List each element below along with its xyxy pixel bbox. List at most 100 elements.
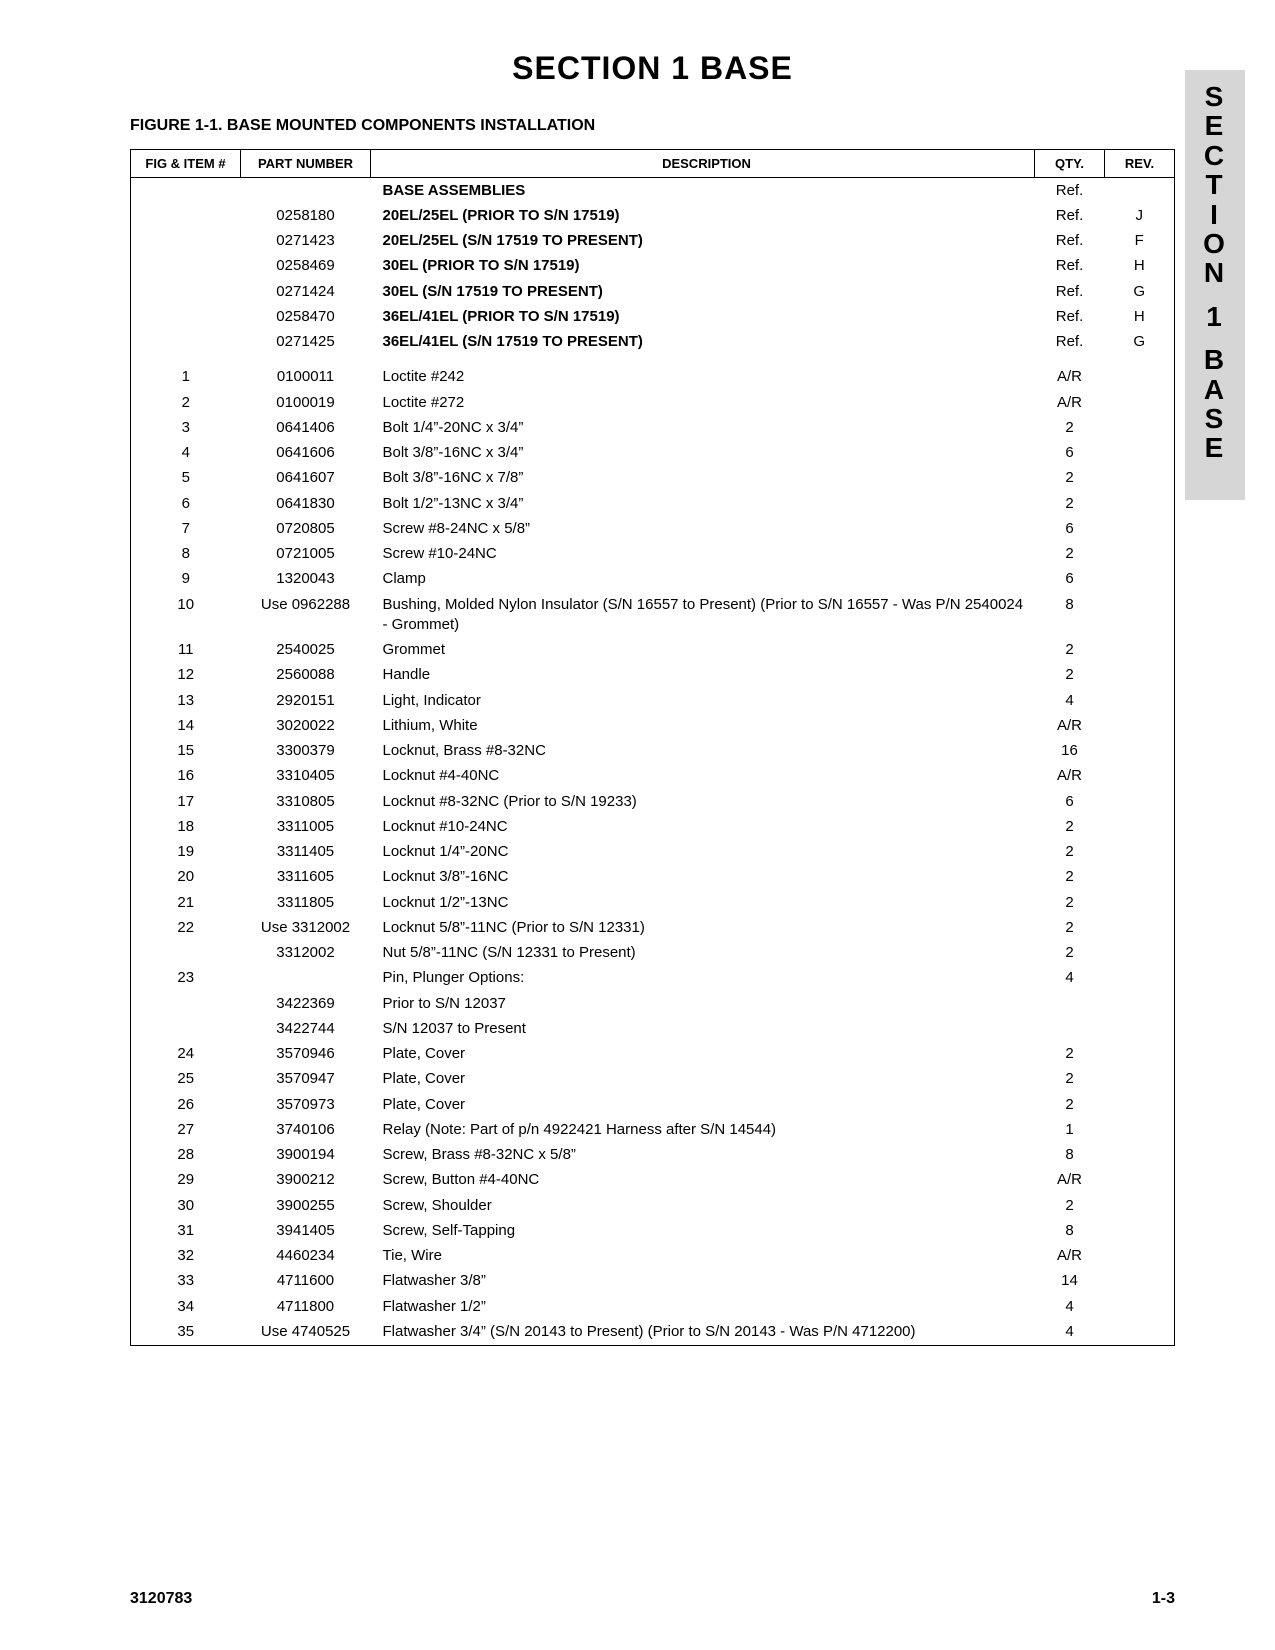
table-cell: 11 [131,638,241,663]
table-cell: 2 [1035,941,1105,966]
table-row: 025846930EL (PRIOR TO S/N 17519)Ref.H [131,254,1175,279]
table-cell: A/R [1035,1244,1105,1269]
table-cell: 16 [131,764,241,789]
table-cell: Plate, Cover [371,1042,1035,1067]
table-cell: Bolt 3/8”-16NC x 3/4” [371,441,1035,466]
col-header-desc: DESCRIPTION [371,150,1035,178]
table-cell: 34 [131,1294,241,1319]
table-row: 027142536EL/41EL (S/N 17519 TO PRESENT)R… [131,330,1175,355]
table-cell [1105,1143,1175,1168]
table-cell: 2 [1035,1042,1105,1067]
table-cell: 2 [1035,542,1105,567]
table-row: 313941405Screw, Self-Tapping8 [131,1218,1175,1243]
footer-page-number: 1-3 [1152,1590,1175,1608]
table-cell [131,279,241,304]
table-cell: 23 [131,966,241,991]
table-cell [1105,941,1175,966]
table-cell: 2540025 [241,638,371,663]
table-row: 253570947Plate, Cover2 [131,1067,1175,1092]
table-cell [1105,638,1175,663]
table-row: 283900194Screw, Brass #8-32NC x 5/8”8 [131,1143,1175,1168]
table-cell: 36EL/41EL (PRIOR TO S/N 17519) [371,304,1035,329]
table-cell: 15 [131,739,241,764]
table-cell: 1 [131,365,241,390]
table-cell [1105,1016,1175,1041]
table-cell [1105,1092,1175,1117]
table-row: 3422744S/N 12037 to Present [131,1016,1175,1041]
table-row: 22Use 3312002Locknut 5/8”-11NC (Prior to… [131,915,1175,940]
table-cell [1105,865,1175,890]
table-cell [1105,1218,1175,1243]
table-cell [1105,688,1175,713]
table-cell: 33 [131,1269,241,1294]
table-cell [131,229,241,254]
table-cell: 10 [131,592,241,638]
table-cell: 3311405 [241,840,371,865]
table-row: 35Use 4740525Flatwasher 3/4” (S/N 20143 … [131,1319,1175,1345]
table-row: 10100011Loctite #242A/R [131,365,1175,390]
table-cell: 3311605 [241,865,371,890]
side-tab: SECTION 1 BASE [1185,70,1245,500]
table-cell: 16 [1035,739,1105,764]
table-cell: 29 [131,1168,241,1193]
table-cell: G [1105,330,1175,355]
table-cell: 1 [1035,1117,1105,1142]
table-cell: 13 [131,688,241,713]
table-row: 50641607Bolt 3/8”-16NC x 7/8”2 [131,466,1175,491]
table-cell [1105,441,1175,466]
table-row: 293900212Screw, Button #4-40NCA/R [131,1168,1175,1193]
table-cell: 4711600 [241,1269,371,1294]
table-cell [1105,663,1175,688]
table-cell [1035,1016,1105,1041]
table-cell [1105,1319,1175,1345]
table-cell: 17 [131,789,241,814]
table-row: 273740106Relay (Note: Part of p/n 492242… [131,1117,1175,1142]
table-cell: 36EL/41EL (S/N 17519 TO PRESENT) [371,330,1035,355]
table-cell [1105,814,1175,839]
table-cell: Flatwasher 3/4” (S/N 20143 to Present) (… [371,1319,1035,1345]
table-cell: 4711800 [241,1294,371,1319]
table-cell: 3310405 [241,764,371,789]
table-cell: 21 [131,890,241,915]
table-cell: 3300379 [241,739,371,764]
table-cell: 3311805 [241,890,371,915]
table-cell [1105,542,1175,567]
table-cell [1105,890,1175,915]
table-cell: 9 [131,567,241,592]
table-cell: 2 [1035,840,1105,865]
page-footer: 3120783 1-3 [130,1590,1175,1608]
table-cell [1105,966,1175,991]
table-cell: Locknut 1/2”-13NC [371,890,1035,915]
table-cell: 35 [131,1319,241,1345]
table-cell: 2 [1035,466,1105,491]
table-cell [1105,764,1175,789]
table-cell: 19 [131,840,241,865]
table-cell [1105,713,1175,738]
col-header-qty: QTY. [1035,150,1105,178]
table-row: 027142430EL (S/N 17519 TO PRESENT)Ref.G [131,279,1175,304]
table-cell: Ref. [1035,203,1105,228]
table-cell [131,1016,241,1041]
table-cell: 0271423 [241,229,371,254]
table-cell: 3 [131,415,241,440]
table-cell: Use 4740525 [241,1319,371,1345]
col-header-part: PART NUMBER [241,150,371,178]
table-cell: 6 [1035,516,1105,541]
table-cell: G [1105,279,1175,304]
table-cell: 4 [1035,688,1105,713]
table-cell: 3020022 [241,713,371,738]
table-cell: Ref. [1035,254,1105,279]
table-cell: 3900194 [241,1143,371,1168]
table-cell: 4 [1035,1319,1105,1345]
table-cell: 4 [1035,966,1105,991]
table-cell: 8 [1035,1143,1105,1168]
table-row: 303900255Screw, Shoulder2 [131,1193,1175,1218]
col-header-rev: REV. [1105,150,1175,178]
table-cell: 2 [1035,814,1105,839]
table-cell: 0641406 [241,415,371,440]
table-row: 027142320EL/25EL (S/N 17519 TO PRESENT)R… [131,229,1175,254]
table-cell: Screw #10-24NC [371,542,1035,567]
table-row: 243570946Plate, Cover2 [131,1042,1175,1067]
table-cell: 20 [131,865,241,890]
section-title: SECTION 1 BASE [130,50,1175,87]
